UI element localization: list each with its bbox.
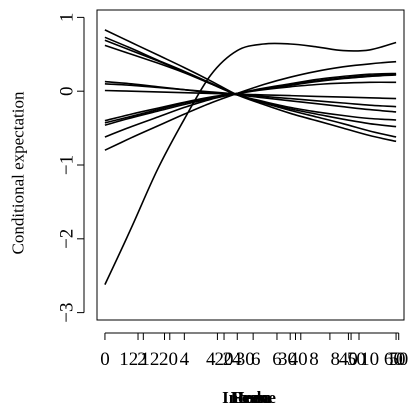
y-axis-title: Conditional expectation <box>9 91 28 254</box>
y-tick-label: −1 <box>57 155 78 175</box>
x-tick-label: 50 <box>347 349 366 370</box>
x-tick-label: 10 <box>360 349 379 370</box>
x-tick-label: 20 <box>159 349 178 370</box>
x-tick-label: 4 <box>180 349 190 370</box>
x-tick-label: 2 <box>137 349 147 370</box>
y-tick-label: −3 <box>57 303 78 323</box>
x-tick-label: 12 <box>140 349 159 370</box>
y-axis: −3 −2 −1 0 1 <box>57 13 85 323</box>
curves-layer <box>104 29 397 285</box>
x-tick-label: 50 <box>389 349 408 370</box>
x-tick-label: 6 <box>272 349 282 370</box>
x-tick-label: 40 <box>339 349 358 370</box>
plot-box <box>96 9 405 321</box>
series-line-5 <box>104 44 397 121</box>
x-axis-title-text: Lessa <box>231 388 272 407</box>
x-tick-label: 12 <box>119 349 138 370</box>
x-axis-title-text: Income <box>222 388 276 407</box>
x-tick-label: 40 <box>289 349 308 370</box>
x-tick-label: 30 <box>278 349 297 370</box>
y-tick-label: 0 <box>57 86 78 96</box>
x-tick-label: 24 <box>222 349 242 370</box>
x-tick-label: 30 <box>236 349 255 370</box>
x-tick-label: 10 <box>387 349 406 370</box>
plot-frame-layer <box>96 9 405 321</box>
x-tick-label: 8 <box>330 349 340 370</box>
x-tick-label: 0 <box>100 349 110 370</box>
y-tick-label: −2 <box>57 229 78 249</box>
x-tick-label: 20 <box>215 349 234 370</box>
series-line-8 <box>104 89 397 100</box>
x-tick-label: 60 <box>384 349 403 370</box>
x-tick-label: 6 <box>251 349 261 370</box>
y-tick-label: 1 <box>57 13 78 23</box>
series-line-1 <box>104 41 397 285</box>
x-tick-label: 8 <box>309 349 319 370</box>
x-axis-title-text: Prev <box>232 388 266 407</box>
series-line-12 <box>104 72 397 138</box>
series-line-13 <box>104 60 397 151</box>
x-axis-title-text: Hedu <box>231 388 271 407</box>
x-tick-label: 4 <box>206 349 216 370</box>
